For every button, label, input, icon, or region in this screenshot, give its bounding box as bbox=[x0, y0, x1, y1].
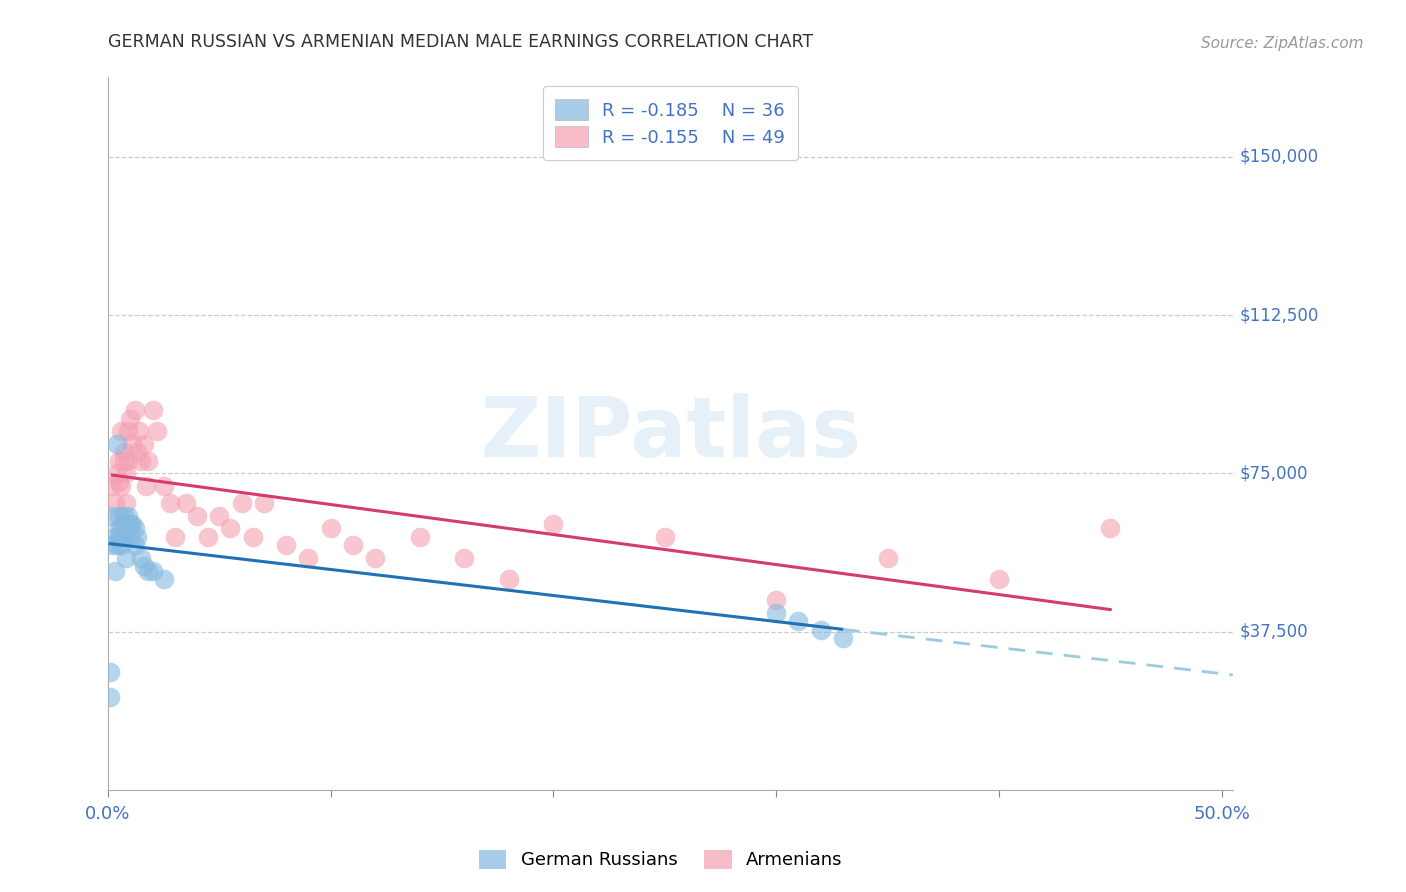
Point bbox=[104, 530, 127, 544]
Point bbox=[114, 496, 136, 510]
Point bbox=[108, 521, 131, 535]
Point bbox=[231, 496, 253, 510]
Point bbox=[787, 614, 810, 628]
Text: ZIPatlas: ZIPatlas bbox=[479, 393, 860, 475]
Point bbox=[120, 517, 142, 532]
Point bbox=[174, 496, 197, 510]
Point bbox=[297, 550, 319, 565]
Point bbox=[121, 517, 143, 532]
Point bbox=[105, 538, 128, 552]
Point bbox=[108, 475, 131, 489]
Point bbox=[131, 454, 153, 468]
Point bbox=[124, 521, 146, 535]
Point bbox=[163, 530, 186, 544]
Point bbox=[131, 550, 153, 565]
Legend: German Russians, Armenians: German Russians, Armenians bbox=[470, 841, 852, 879]
Point bbox=[141, 564, 163, 578]
Point bbox=[112, 445, 135, 459]
Point bbox=[276, 538, 298, 552]
Text: GERMAN RUSSIAN VS ARMENIAN MEDIAN MALE EARNINGS CORRELATION CHART: GERMAN RUSSIAN VS ARMENIAN MEDIAN MALE E… bbox=[108, 33, 813, 51]
Point bbox=[654, 530, 676, 544]
Point bbox=[98, 665, 121, 679]
Point bbox=[104, 564, 127, 578]
Point bbox=[135, 479, 157, 493]
Point bbox=[146, 424, 169, 438]
Point bbox=[987, 572, 1010, 586]
Point bbox=[114, 517, 136, 532]
Point bbox=[117, 508, 139, 523]
Legend: R = -0.185    N = 36, R = -0.155    N = 49: R = -0.185 N = 36, R = -0.155 N = 49 bbox=[543, 87, 799, 160]
Text: Source: ZipAtlas.com: Source: ZipAtlas.com bbox=[1201, 36, 1364, 51]
Point bbox=[159, 496, 181, 510]
Point bbox=[120, 530, 142, 544]
Point bbox=[101, 479, 124, 493]
Point bbox=[121, 437, 143, 451]
Point bbox=[108, 508, 131, 523]
Point bbox=[132, 559, 155, 574]
Point bbox=[112, 530, 135, 544]
Point bbox=[110, 530, 132, 544]
Point bbox=[117, 521, 139, 535]
Point bbox=[1099, 521, 1122, 535]
Point bbox=[498, 572, 520, 586]
Point bbox=[141, 403, 163, 417]
Point bbox=[112, 454, 135, 468]
Point bbox=[136, 454, 159, 468]
Point bbox=[110, 538, 132, 552]
Point bbox=[219, 521, 242, 535]
Point bbox=[152, 479, 174, 493]
Point bbox=[98, 690, 121, 705]
Point bbox=[128, 424, 150, 438]
Point bbox=[543, 517, 565, 532]
Point bbox=[765, 606, 787, 620]
Point bbox=[124, 403, 146, 417]
Point bbox=[114, 467, 136, 481]
Point bbox=[208, 508, 231, 523]
Point bbox=[253, 496, 276, 510]
Point bbox=[810, 623, 832, 637]
Point bbox=[110, 521, 132, 535]
Point bbox=[125, 445, 148, 459]
Text: $150,000: $150,000 bbox=[1240, 148, 1319, 166]
Point bbox=[125, 530, 148, 544]
Point bbox=[105, 467, 128, 481]
Point bbox=[342, 538, 364, 552]
Point bbox=[152, 572, 174, 586]
Point bbox=[453, 550, 475, 565]
Point bbox=[110, 479, 132, 493]
Point bbox=[364, 550, 387, 565]
Point bbox=[110, 424, 132, 438]
Point bbox=[876, 550, 898, 565]
Text: $75,000: $75,000 bbox=[1240, 465, 1308, 483]
Point bbox=[186, 508, 208, 523]
Point bbox=[132, 437, 155, 451]
Point bbox=[120, 411, 142, 425]
Point bbox=[105, 437, 128, 451]
Point bbox=[108, 454, 131, 468]
Point bbox=[409, 530, 432, 544]
Point bbox=[117, 424, 139, 438]
Point bbox=[112, 508, 135, 523]
Point bbox=[114, 550, 136, 565]
Point bbox=[124, 538, 146, 552]
Text: $37,500: $37,500 bbox=[1240, 623, 1309, 640]
Text: $112,500: $112,500 bbox=[1240, 306, 1319, 324]
Point bbox=[101, 508, 124, 523]
Point bbox=[832, 631, 855, 645]
Point bbox=[117, 454, 139, 468]
Point bbox=[101, 538, 124, 552]
Point bbox=[136, 564, 159, 578]
Point bbox=[197, 530, 219, 544]
Point bbox=[765, 593, 787, 607]
Point bbox=[112, 517, 135, 532]
Point bbox=[242, 530, 264, 544]
Point bbox=[108, 530, 131, 544]
Point bbox=[104, 496, 127, 510]
Point bbox=[319, 521, 342, 535]
